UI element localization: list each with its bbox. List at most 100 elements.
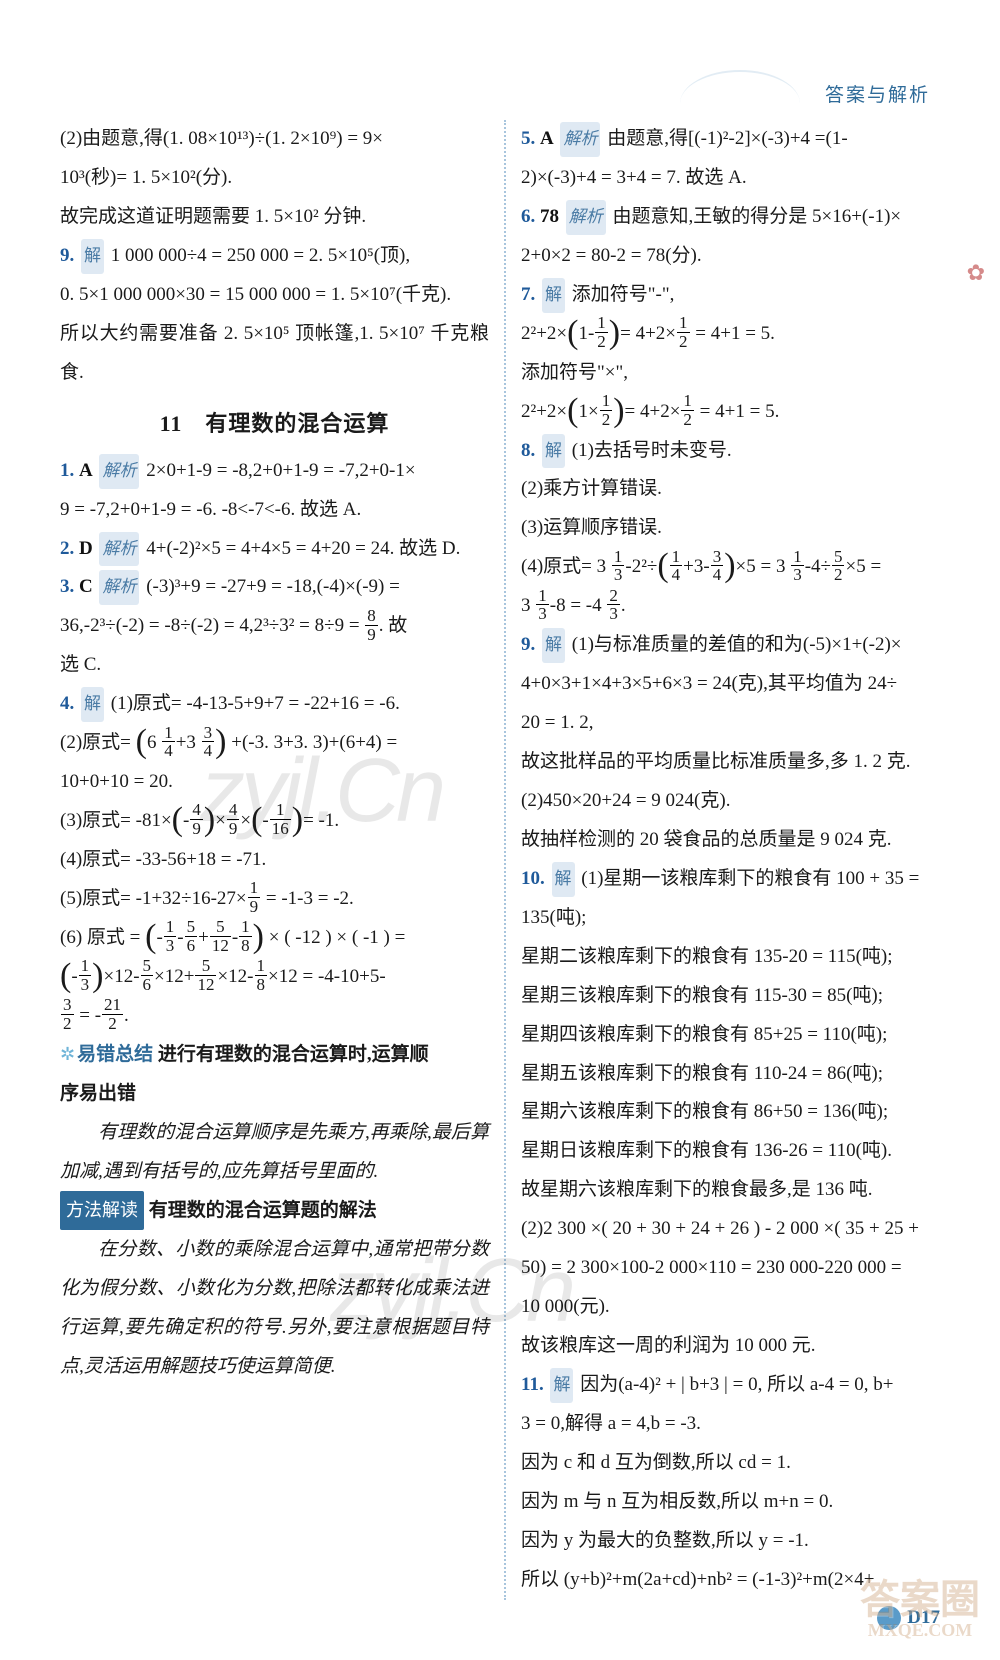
columns: (2)由题意,得(1. 08×10¹³)÷(1. 2×10⁹) = 9× 10³… — [60, 120, 950, 1600]
txt: -8 = -4 — [550, 595, 607, 616]
qnum-9r: 9. — [521, 634, 535, 655]
l-4-3: (3)原式= -81×(-49)×49×(-116)= -1. — [60, 802, 489, 841]
txt: (2)原式= — [60, 732, 136, 753]
r-8-2: (2)乘方计算错误. — [521, 470, 950, 509]
l-9-c: 所以大约需要准备 2. 5×10⁵ 顶帐篷,1. 5×10⁷ 千克粮食. — [60, 315, 489, 393]
r-9-1d: 故这批样品的平均质量比标准质量多,多 1. 2 克. — [521, 743, 950, 782]
l-8-2a: (2)由题意,得(1. 08×10¹³)÷(1. 2×10⁹) = 9× — [60, 120, 489, 159]
txt: 由题意知,王敏的得分是 5×16+(-1)× — [613, 206, 902, 227]
txt: (3)原式= -81× — [60, 810, 172, 831]
section-title: 11 有理数的混合运算 — [60, 401, 489, 446]
header-arc — [680, 70, 800, 112]
l-1: 1. A 解析 2×0+1-9 = -8,2+0+1-9 = -7,2+0-1× — [60, 452, 489, 491]
jie-tag: 解 — [552, 862, 575, 897]
method-line: 方法解读 有理数的混合运算题的解法 — [60, 1191, 489, 1231]
r-10-1i: 故星期六该粮库剩下的粮食最多,是 136 吨. — [521, 1171, 950, 1210]
r-10-1g: 星期六该粮库剩下的粮食有 86+50 = 136(吨); — [521, 1093, 950, 1132]
r-8-1: 8. 解 (1)去括号时未变号. — [521, 432, 950, 471]
txt: (1)去括号时未变号. — [572, 440, 732, 461]
l-8-2b: 10³(秒)= 1. 5×10²(分). — [60, 159, 489, 198]
l-4-4: (4)原式= -33-56+18 = -71. — [60, 841, 489, 880]
qnum-8: 8. — [521, 440, 535, 461]
r-8-3: (3)运算顺序错误. — [521, 509, 950, 548]
l-3: 3. C 解析 (-3)³+9 = -27+9 = -18,(-4)×(-9) … — [60, 568, 489, 607]
txt: . — [621, 595, 626, 616]
r-7d: 添加符号"×", — [521, 354, 950, 393]
header-title: 答案与解析 — [825, 80, 930, 107]
footer-dot-icon — [877, 1606, 901, 1630]
r-10-1c: 星期二该粮库剩下的粮食有 135-20 = 115(吨); — [521, 938, 950, 977]
qnum-3: 3. — [60, 576, 74, 597]
txt: = -1-3 = -2. — [261, 888, 354, 909]
column-divider — [504, 120, 506, 1600]
jiexi-tag: 解析 — [99, 454, 139, 489]
jie-tag: 解 — [542, 628, 565, 663]
r-9-1a: 9. 解 (1)与标准质量的差值的和为(-5)×1+(-2)× — [521, 626, 950, 665]
r-10-2d: 故该粮库这一周的利润为 10 000 元. — [521, 1327, 950, 1366]
txt: = 4+2× — [625, 401, 681, 422]
r-5b: 2)×(-3)+4 = 3+4 = 7. 故选 A. — [521, 159, 950, 198]
qnum-11: 11. — [521, 1374, 544, 1395]
l-8-2c: 故完成这道证明题需要 1. 5×10² 分钟. — [60, 198, 489, 237]
r-10-2b: 50) = 2 300×100-2 000×110 = 230 000-220 … — [521, 1249, 950, 1288]
r-11f: 所以 (y+b)²+m(2a+cd)+nb² = (-1-3)²+m(2×4+ — [521, 1561, 950, 1600]
txt: (6) 原式 = — [60, 927, 145, 948]
jie-tag: 解 — [542, 434, 565, 469]
txt: 添加符号"-", — [572, 284, 675, 305]
r-10-1h: 星期日该粮库剩下的粮食有 136-26 = 110(吨). — [521, 1132, 950, 1171]
method-head: 有理数的混合运算题的解法 — [149, 1200, 377, 1221]
summary-head: 进行有理数的混合运算时,运算顺 — [158, 1044, 429, 1065]
r-10-1a: 10. 解 (1)星期一该粮库剩下的粮食有 100 + 35 = — [521, 860, 950, 899]
jiexi-tag: 解析 — [99, 532, 139, 567]
r-10-1d: 星期三该粮库剩下的粮食有 115-30 = 85(吨); — [521, 977, 950, 1016]
txt: (1)原式= -4-13-5+9+7 = -22+16 = -6. — [111, 693, 400, 714]
jiexi-tag: 解析 — [566, 200, 606, 235]
l-4-2c: 10+0+10 = 20. — [60, 763, 489, 802]
qnum-4: 4. — [60, 693, 74, 714]
r-7b: 2²+2×(1-12)= 4+2×12 = 4+1 = 5. — [521, 315, 950, 354]
txt: . 故 — [379, 615, 408, 636]
page-number: D17 — [907, 1607, 940, 1629]
ans-2: D — [79, 538, 93, 559]
txt: . — [124, 1005, 129, 1026]
page: 答案与解析 ✿ zyjl.Cn zyjl.Cn (2)由题意,得(1. 08×1… — [0, 0, 1000, 1660]
summary-line2: 序易出错 — [60, 1075, 489, 1114]
r-7e: 2²+2×(1×12)= 4+2×12 = 4+1 = 5. — [521, 393, 950, 432]
l-3b: 36,-2³÷(-2) = -8÷(-2) = 4,2³÷3² = 8÷9 = … — [60, 607, 489, 646]
l-1b: 9 = -7,2+0+1-9 = -6. -8<-7<-6. 故选 A. — [60, 491, 489, 530]
method-body: 在分数、小数的乘除混合运算中,通常把带分数化为假分数、小数化为分数,把除法都转化… — [60, 1231, 489, 1387]
r-8-4: (4)原式= 3 13-2²÷(14+3-34)×5 = 3 13-4÷52×5… — [521, 548, 950, 587]
summary-head2: 序易出错 — [60, 1083, 136, 1104]
l-9-b: 0. 5×1 000 000×30 = 15 000 000 = 1. 5×10… — [60, 276, 489, 315]
r-9-2b: 故抽样检测的 20 袋食品的总质量是 9 024 克. — [521, 821, 950, 860]
r-6: 6. 78 解析 由题意知,王敏的得分是 5×16+(-1)× — [521, 198, 950, 237]
jiexi-tag: 解析 — [560, 122, 600, 157]
r-10-1f: 星期五该粮库剩下的粮食有 110-24 = 86(吨); — [521, 1055, 950, 1094]
ans-3: C — [79, 576, 93, 597]
txt: 4+(-2)²×5 = 4+4×5 = 4+20 = 24. 故选 D. — [146, 538, 460, 559]
jie-tag: 解 — [81, 239, 104, 274]
r-9-1b: 4+0×3+1×4+3×5+6×3 = 24(克),其平均值为 24÷ — [521, 665, 950, 704]
l-4-6d: 32 = -212. — [60, 997, 489, 1036]
txt: ×12 = -4-10+5- — [268, 966, 386, 987]
l-4-2: (2)原式= (6 14+3 34) +(-3. 3+3. 3)+(6+4) = — [60, 724, 489, 763]
txt: (4)原式= 3 — [521, 556, 611, 577]
txt: (1)与标准质量的差值的和为(-5)×1+(-2)× — [572, 634, 902, 655]
l-9-a: 9. 解 1 000 000÷4 = 250 000 = 2. 5×10⁵(顶)… — [60, 237, 489, 276]
jie-tag: 解 — [81, 687, 104, 722]
qnum-1: 1. — [60, 460, 74, 481]
ans-1: A — [79, 460, 93, 481]
txt: = 4+2× — [620, 323, 676, 344]
r-10-2a: (2)2 300 ×( 20 + 30 + 24 + 26 ) - 2 000 … — [521, 1210, 950, 1249]
qnum-5: 5. — [521, 128, 535, 149]
r-11c: 因为 c 和 d 互为倒数,所以 cd = 1. — [521, 1444, 950, 1483]
txt: 1 000 000÷4 = 250 000 = 2. 5×10⁵(顶), — [111, 245, 410, 266]
txt: (1)星期一该粮库剩下的粮食有 100 + 35 = — [581, 868, 919, 889]
qnum-10: 10. — [521, 868, 545, 889]
txt: 因为(a-4)² + | b+3 | = 0, 所以 a-4 = 0, b+ — [580, 1374, 893, 1395]
qnum-9: 9. — [60, 245, 74, 266]
summary-title: 易错总结 — [77, 1044, 153, 1065]
r-11d: 因为 m 与 n 互为相反数,所以 m+n = 0. — [521, 1483, 950, 1522]
txt: -4÷ — [805, 556, 831, 577]
margin-icon: ✿ — [967, 260, 985, 286]
